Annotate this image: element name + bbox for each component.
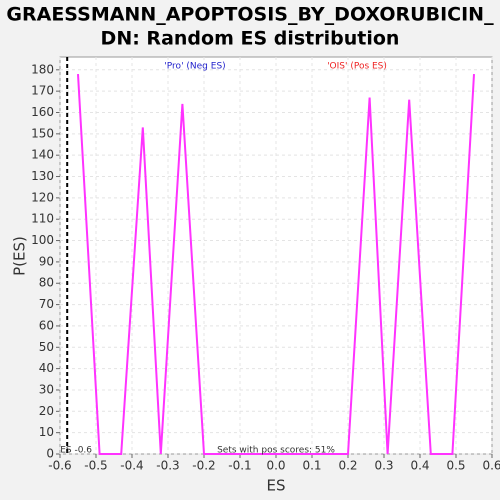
x-tick-label: 0.2 xyxy=(338,459,357,473)
y-tick-label: 70 xyxy=(39,297,54,311)
x-tick-label: 0.3 xyxy=(374,459,393,473)
y-axis-label: P(ES) xyxy=(11,236,29,276)
x-tick-label: -0.6 xyxy=(48,459,71,473)
y-tick-label: 130 xyxy=(31,169,54,183)
x-tick-label: -0.3 xyxy=(156,459,179,473)
y-tick-label: 0 xyxy=(46,447,54,461)
y-tick-label: 180 xyxy=(31,62,54,76)
x-axis-label: ES xyxy=(267,477,286,495)
y-tick-label: 100 xyxy=(31,233,54,247)
x-tick-label: 0.5 xyxy=(446,459,465,473)
es-marker-label: ES -0.6 xyxy=(60,446,92,456)
y-tick-label: 40 xyxy=(39,361,54,375)
x-tick-label: 0.0 xyxy=(266,459,285,473)
x-tick-label: -0.5 xyxy=(84,459,107,473)
y-tick-label: 160 xyxy=(31,105,54,119)
annotation: 'Pro' (Neg ES) xyxy=(164,62,225,72)
y-tick-label: 170 xyxy=(31,84,54,98)
x-tick-label: -0.1 xyxy=(228,459,251,473)
y-tick-label: 110 xyxy=(31,212,54,226)
y-tick-label: 140 xyxy=(31,148,54,162)
y-tick-label: 90 xyxy=(39,254,54,268)
y-tick-label: 20 xyxy=(39,404,54,418)
chart-title: GRAESSMANN_APOPTOSIS_BY_DOXORUBICIN_ xyxy=(6,4,494,26)
y-tick-label: 30 xyxy=(39,382,54,396)
y-tick-label: 10 xyxy=(39,425,54,439)
x-tick-label: 0.4 xyxy=(410,459,429,473)
y-tick-label: 120 xyxy=(31,190,54,204)
y-tick-label: 150 xyxy=(31,126,54,140)
x-tick-label: -0.4 xyxy=(120,459,143,473)
annotation: 'OIS' (Pos ES) xyxy=(327,62,387,72)
x-tick-label: 0.6 xyxy=(482,459,500,473)
x-tick-label: -0.2 xyxy=(192,459,215,473)
annotation: Sets with pos scores: 51% xyxy=(217,446,335,456)
y-tick-label: 50 xyxy=(39,340,54,354)
chart-title: DN: Random ES distribution xyxy=(101,28,400,50)
y-tick-label: 80 xyxy=(39,276,54,290)
series-line xyxy=(77,74,475,455)
x-tick-label: 0.1 xyxy=(302,459,321,473)
y-tick-label: 60 xyxy=(39,318,54,332)
